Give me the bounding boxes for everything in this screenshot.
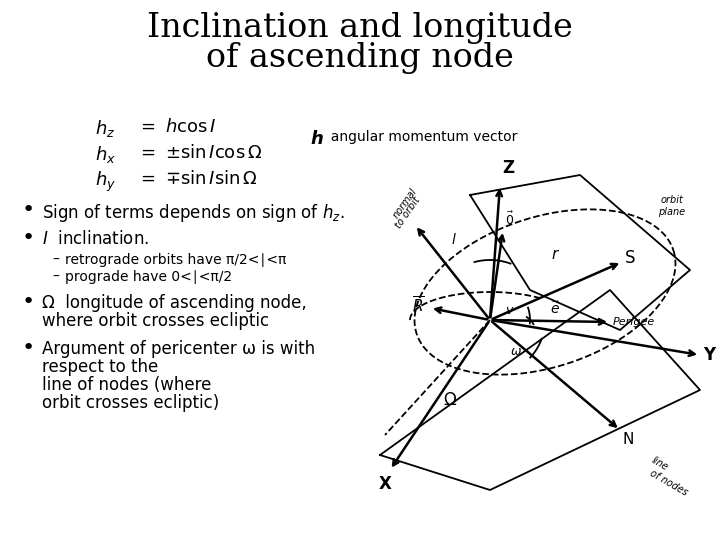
Text: $h_z$: $h_z$: [95, 118, 115, 139]
Text: =: =: [140, 144, 156, 162]
Text: Perigee: Perigee: [613, 317, 655, 327]
Text: of ascending node: of ascending node: [206, 42, 514, 74]
Text: •: •: [22, 228, 35, 248]
Text: orbit crosses ecliptic): orbit crosses ecliptic): [42, 394, 220, 412]
Text: to orbit: to orbit: [394, 195, 423, 230]
Text: Z: Z: [502, 159, 514, 177]
Text: $\omega$: $\omega$: [510, 345, 522, 358]
Text: $I$  inclination.: $I$ inclination.: [42, 230, 149, 248]
Text: X: X: [379, 475, 392, 493]
Text: $\Omega$: $\Omega$: [443, 391, 457, 409]
Text: retrograde orbits have π/2<∣<π: retrograde orbits have π/2<∣<π: [65, 253, 287, 267]
Text: angular momentum vector: angular momentum vector: [322, 130, 518, 144]
Text: Ω  longitude of ascending node,: Ω longitude of ascending node,: [42, 294, 307, 312]
Text: $h_y$: $h_y$: [95, 170, 116, 194]
Text: h: h: [310, 130, 323, 148]
Text: Sign of terms depends on sign of $h_z$.: Sign of terms depends on sign of $h_z$.: [42, 202, 345, 224]
Text: $h \cos I$: $h \cos I$: [165, 118, 217, 136]
Text: $\pm \sin I \cos \Omega$: $\pm \sin I \cos \Omega$: [165, 144, 262, 162]
Text: –: –: [52, 253, 59, 267]
Text: $\overline{R}$: $\overline{R}$: [413, 296, 425, 316]
Text: –: –: [52, 270, 59, 284]
Text: S: S: [625, 249, 636, 267]
Text: v: v: [505, 305, 513, 318]
Text: of nodes: of nodes: [648, 468, 689, 498]
Text: N: N: [623, 432, 634, 447]
Text: =: =: [140, 170, 156, 188]
Text: orbit
plane: orbit plane: [658, 195, 685, 217]
Text: l: l: [451, 233, 455, 247]
Text: normal: normal: [391, 186, 419, 220]
Text: $\mp \sin I \sin \Omega$: $\mp \sin I \sin \Omega$: [165, 170, 258, 188]
Text: prograde have 0<∣<π/2: prograde have 0<∣<π/2: [65, 270, 232, 284]
Text: where orbit crosses ecliptic: where orbit crosses ecliptic: [42, 312, 269, 330]
Text: $\vec{0}$: $\vec{0}$: [505, 211, 515, 228]
Text: $h_x$: $h_x$: [95, 144, 116, 165]
Text: Argument of pericenter ω is with: Argument of pericenter ω is with: [42, 340, 315, 358]
Text: $\vec{e}$: $\vec{e}$: [550, 300, 560, 317]
Text: line of nodes (where: line of nodes (where: [42, 376, 212, 394]
Text: Y: Y: [703, 346, 715, 364]
Text: line: line: [650, 455, 670, 472]
Text: r: r: [552, 247, 558, 262]
Text: Inclination and longitude: Inclination and longitude: [147, 12, 573, 44]
Text: •: •: [22, 200, 35, 220]
Text: •: •: [22, 338, 35, 358]
Text: •: •: [22, 292, 35, 312]
Text: =: =: [140, 118, 156, 136]
Text: respect to the: respect to the: [42, 358, 158, 376]
